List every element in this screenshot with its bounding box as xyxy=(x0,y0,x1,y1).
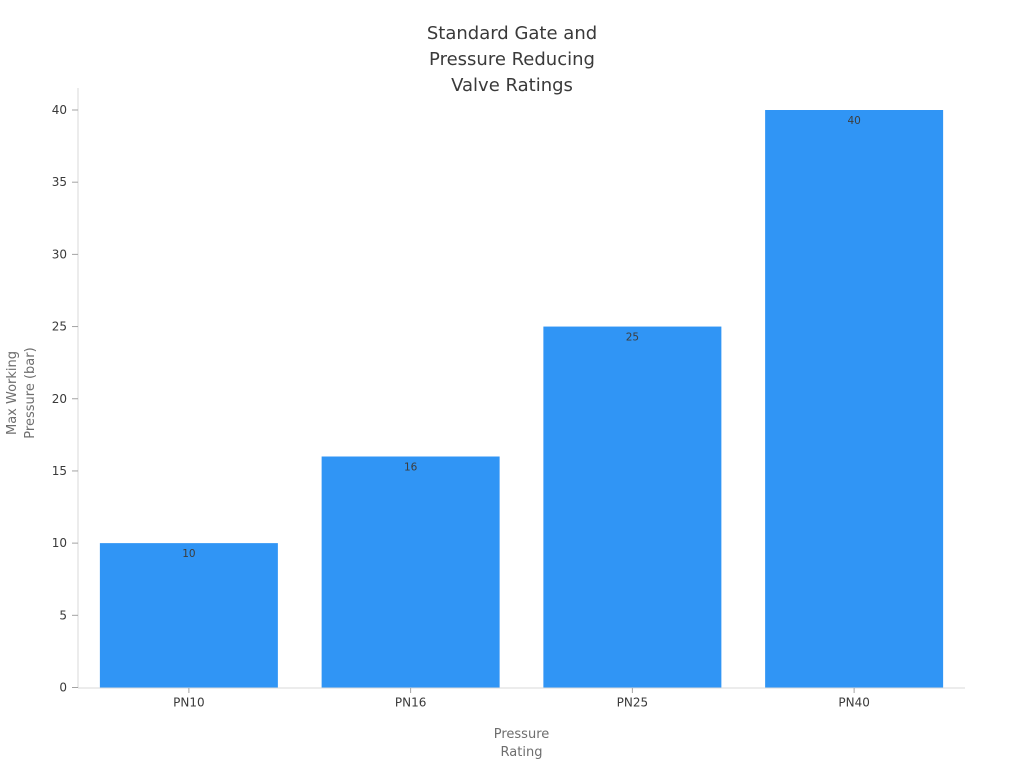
bar-value-label: 25 xyxy=(626,332,639,344)
y-tick-label: 20 xyxy=(52,392,67,406)
bar xyxy=(99,543,278,688)
bar xyxy=(543,326,722,688)
y-tick-label: 40 xyxy=(52,103,67,117)
bar-value-label: 10 xyxy=(182,548,195,560)
chart-title: Standard Gate and Pressure Reducing Valv… xyxy=(426,23,598,96)
x-axis-label: Pressure Rating xyxy=(493,727,550,760)
y-tick-label: 30 xyxy=(52,247,67,261)
x-tick-label: PN40 xyxy=(838,696,869,710)
x-tick-label: PN16 xyxy=(395,696,426,710)
y-tick-label: 5 xyxy=(59,608,67,622)
y-tick-label: 35 xyxy=(52,175,67,189)
y-tick-label: 25 xyxy=(52,320,67,334)
x-tick-label: PN25 xyxy=(617,696,648,710)
bar-value-label: 16 xyxy=(404,462,418,474)
y-tick-label: 0 xyxy=(59,681,67,695)
bar-value-label: 40 xyxy=(847,115,860,127)
y-tick-label: 15 xyxy=(52,464,67,478)
bar xyxy=(765,110,944,688)
x-tick-label: PN10 xyxy=(173,696,204,710)
bar xyxy=(321,456,500,688)
y-tick-label: 10 xyxy=(52,536,67,550)
